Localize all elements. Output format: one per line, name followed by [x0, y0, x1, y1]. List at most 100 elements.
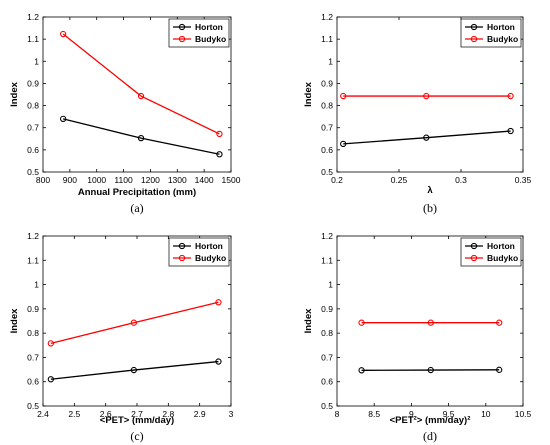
x-tick-label: 1000: [87, 175, 106, 185]
legend-label-budyko: Budyko: [195, 253, 226, 263]
series-line-horton: [343, 130, 511, 145]
y-tick-label: 1.2: [321, 231, 333, 241]
x-tick-label: 9: [409, 409, 414, 419]
x-tick-label: 1200: [141, 175, 160, 185]
y-tick-label: 0.7: [321, 352, 333, 362]
x-tick-label: 1500: [222, 175, 241, 185]
legend-marker-horton: [178, 242, 186, 250]
y-tick-label: 0.7: [321, 123, 333, 133]
x-tick-label: 0.2: [331, 175, 343, 185]
y-tick-label: 0.8: [27, 101, 39, 111]
legend-label-budyko: Budyko: [487, 34, 518, 44]
legend-marker-horton: [470, 23, 478, 31]
series-line-budyko: [62, 33, 220, 135]
x-tick-label: 2.9: [194, 409, 206, 419]
y-tick-label: 0.7: [27, 123, 39, 133]
panel-label: (d): [423, 429, 437, 443]
x-axis-label: λ: [427, 185, 433, 196]
y-tick-label: 0.6: [321, 145, 333, 155]
data-point-horton: [358, 367, 365, 374]
x-tick-label: 10: [481, 409, 491, 419]
x-tick-label: 1400: [195, 175, 214, 185]
series-line-budyko: [50, 301, 219, 344]
x-tick-label: 2.8: [162, 409, 174, 419]
data-point-budyko: [340, 92, 347, 100]
panel-label: (b): [423, 201, 437, 215]
y-tick-label: 1: [34, 280, 39, 290]
x-tick-label: 900: [63, 175, 77, 185]
data-point-budyko: [423, 92, 430, 100]
legend-label-horton: Horton: [195, 241, 223, 251]
data-point-horton: [215, 358, 222, 365]
data-point-horton: [137, 134, 145, 142]
x-axis-label: <PET> (mm/day): [100, 415, 174, 426]
y-tick-label: 0.6: [27, 145, 39, 155]
y-tick-label: 1.2: [27, 12, 39, 22]
legend-marker-budyko: [470, 254, 478, 262]
data-point-budyko: [47, 340, 54, 347]
chart-panel-3: 0.5 0.6 0.7 0.8 0.9 1 1.1 1.2 8 8.5 9 9.5 10 10.5 <PET…: [303, 231, 532, 443]
data-point-horton: [59, 115, 67, 123]
y-tick-label: 1: [328, 56, 333, 66]
data-point-budyko: [427, 319, 434, 326]
legend-label-horton: Horton: [487, 241, 515, 251]
y-tick-label: 1.1: [27, 34, 39, 44]
x-axis-label: Annual Precipitation (mm): [78, 187, 196, 198]
x-tick-label: 3: [229, 409, 234, 419]
y-tick-label: 1.1: [321, 34, 333, 44]
legend: Horton Budyko: [168, 237, 230, 267]
chart-panel-2: 0.5 0.6 0.7 0.8 0.9 1 1.1 1.2 2.4 2.5 2.6 2.7 2.8 2.9…: [9, 231, 234, 443]
y-tick-label: 0.5: [27, 401, 39, 411]
x-tick-label: 2.7: [131, 409, 143, 419]
panel-label: (a): [130, 201, 143, 215]
data-point-budyko: [215, 299, 222, 306]
y-tick-label: 0.9: [27, 78, 39, 88]
y-tick-label: 0.5: [27, 167, 39, 177]
y-tick-label: 0.9: [321, 304, 333, 314]
y-axis-label: Index: [9, 308, 20, 334]
data-point-budyko: [496, 319, 503, 326]
series-line-horton: [62, 118, 220, 155]
data-point-budyko: [137, 92, 145, 100]
panel-label: (c): [130, 429, 143, 443]
x-tick-label: 0.35: [515, 175, 532, 185]
data-point-horton: [47, 376, 54, 383]
legend-marker-budyko: [470, 35, 478, 43]
x-tick-label: 2.6: [100, 409, 112, 419]
x-tick-label: 9.5: [443, 409, 455, 419]
data-point-horton: [427, 366, 434, 374]
x-tick-label: 800: [36, 175, 50, 185]
y-tick-label: 0.5: [321, 401, 333, 411]
y-tick-label: 0.9: [321, 78, 333, 88]
y-tick-label: 0.6: [27, 377, 39, 387]
y-tick-label: 1.2: [27, 231, 39, 241]
y-tick-label: 0.8: [321, 101, 333, 111]
chart-panel-1: 0.5 0.6 0.7 0.8 0.9 1 1.1 1.2 0.2 0.25 0.3 0.35 λ Ind…: [303, 12, 532, 215]
x-tick-label: 2.5: [68, 409, 80, 419]
legend-label-budyko: Budyko: [195, 34, 226, 44]
legend: Horton Budyko: [460, 18, 522, 48]
y-tick-label: 0.9: [27, 304, 39, 314]
y-tick-label: 1.2: [321, 12, 333, 22]
y-axis-label: Index: [303, 81, 314, 107]
legend-label-budyko: Budyko: [487, 253, 518, 263]
x-tick-label: 2.4: [37, 409, 49, 419]
y-tick-label: 1: [34, 56, 39, 66]
y-tick-label: 1.1: [321, 255, 333, 265]
legend-box: [460, 18, 522, 48]
legend-box: [168, 18, 230, 48]
legend-marker-budyko: [178, 254, 186, 262]
data-point-horton: [340, 140, 347, 148]
data-point-horton: [423, 134, 430, 141]
x-tick-label: 1300: [168, 175, 187, 185]
series-line-horton: [50, 360, 219, 380]
x-axis-label: <PET²> (mm/day)²: [390, 415, 471, 426]
x-tick-label: 0.25: [391, 175, 408, 185]
y-tick-label: 0.8: [27, 328, 39, 338]
y-tick-label: 1.1: [27, 255, 39, 265]
x-tick-label: 8: [335, 409, 340, 419]
x-tick-label: 1100: [114, 175, 133, 185]
legend-marker-budyko: [178, 35, 186, 43]
data-point-horton: [130, 366, 138, 374]
